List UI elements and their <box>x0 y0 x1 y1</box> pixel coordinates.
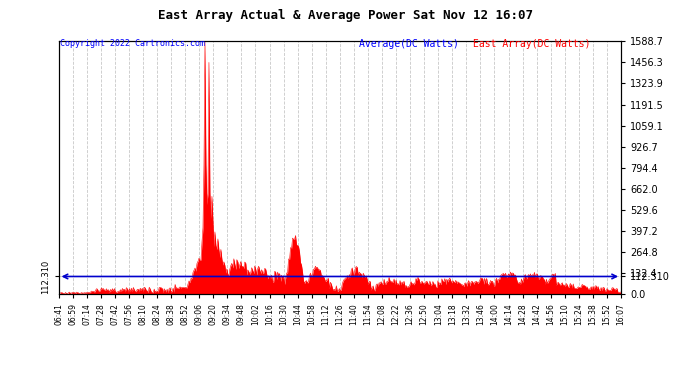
Text: Copyright 2022 Cartronics.com: Copyright 2022 Cartronics.com <box>60 39 205 48</box>
Text: East Array Actual & Average Power Sat Nov 12 16:07: East Array Actual & Average Power Sat No… <box>157 9 533 22</box>
Text: Average(DC Watts): Average(DC Watts) <box>359 39 459 50</box>
Text: East Array(DC Watts): East Array(DC Watts) <box>473 39 590 50</box>
